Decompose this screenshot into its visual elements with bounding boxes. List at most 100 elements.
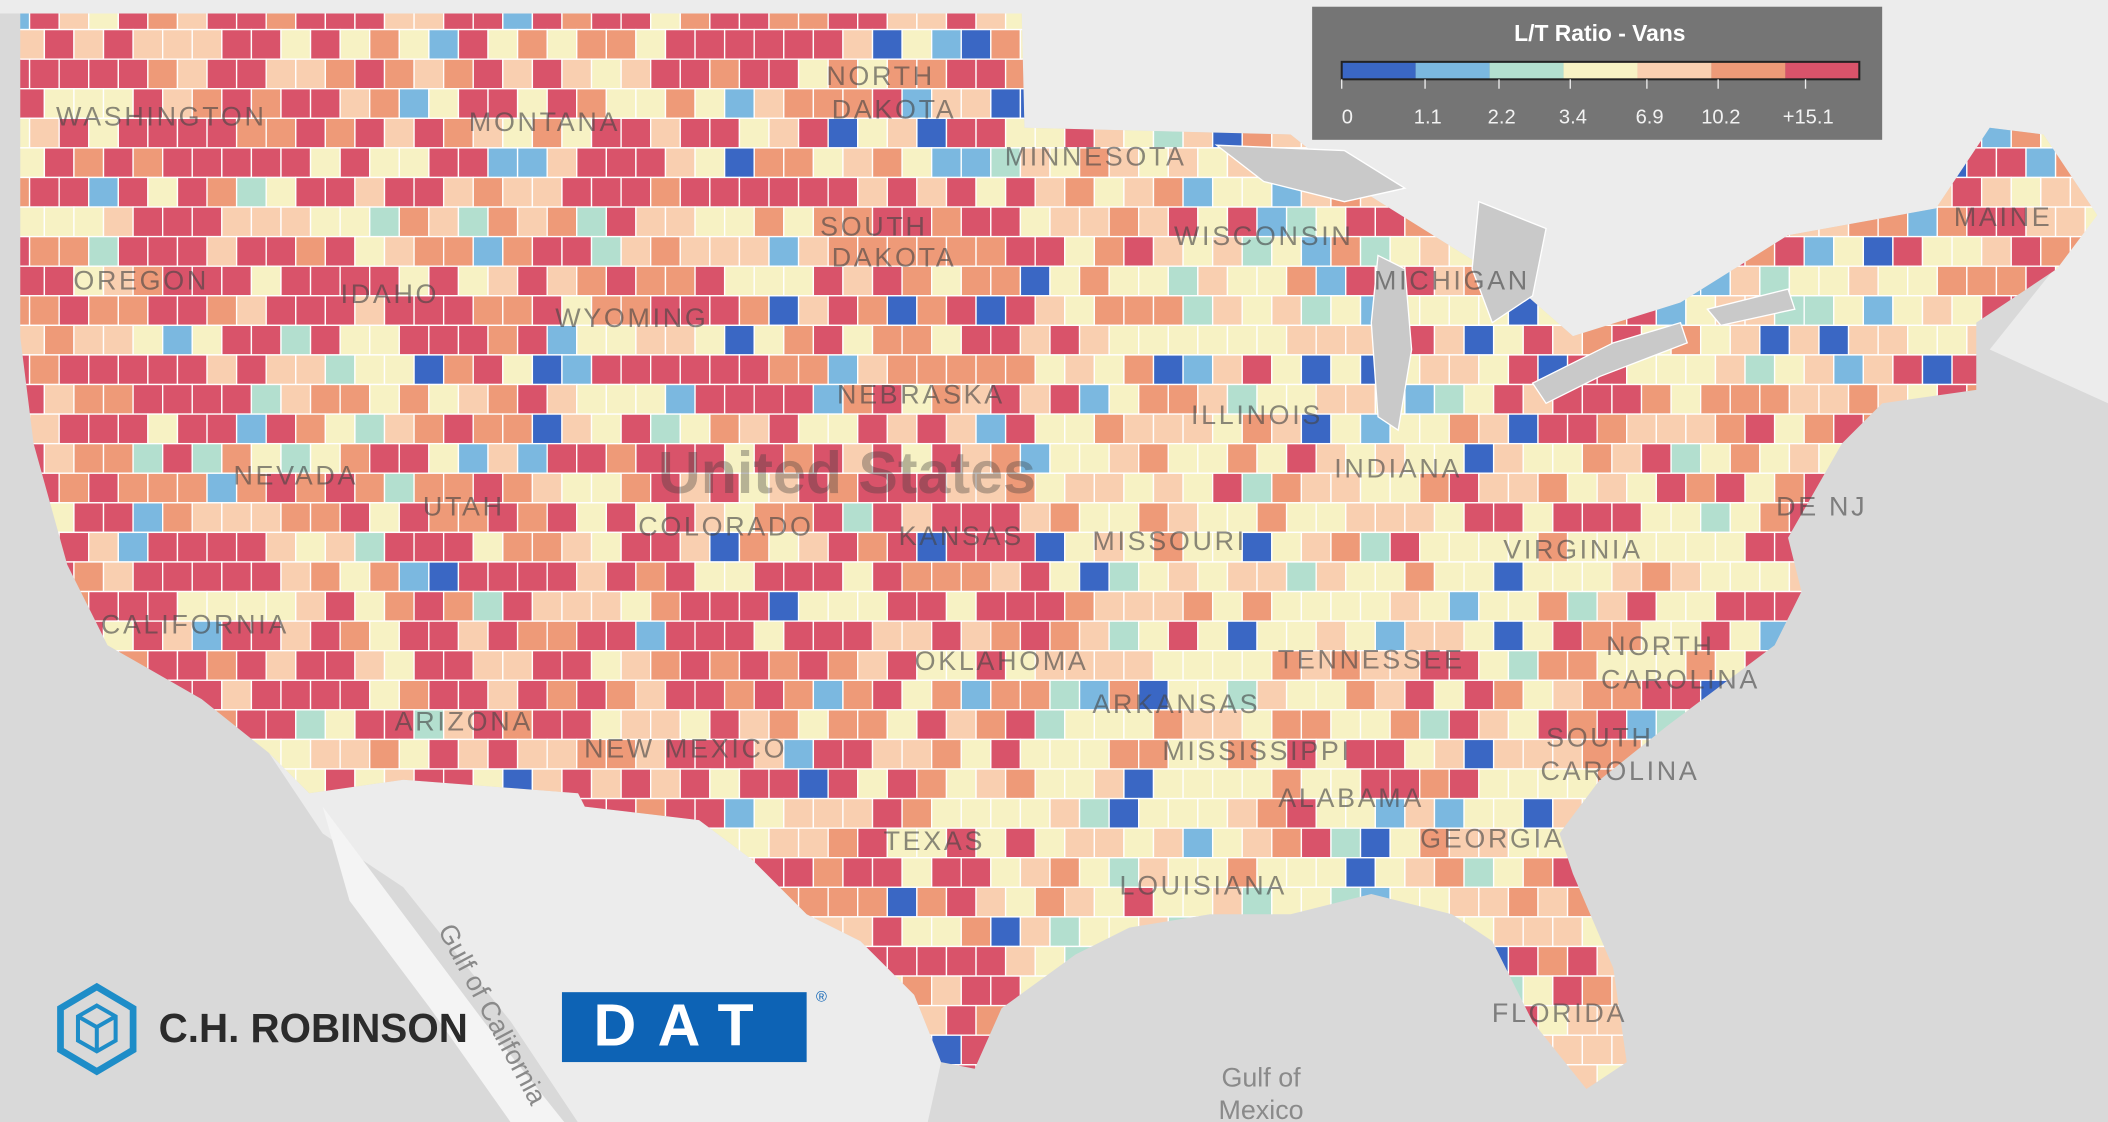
region	[1581, 679, 1613, 711]
region	[206, 295, 238, 327]
region	[723, 561, 755, 593]
region	[1818, 265, 1850, 297]
region	[576, 679, 607, 711]
region	[1596, 472, 1628, 504]
region	[265, 235, 297, 267]
region	[871, 147, 903, 179]
region	[102, 502, 134, 534]
region	[1507, 354, 1539, 386]
region	[487, 147, 519, 179]
region	[1034, 590, 1066, 622]
region	[576, 561, 607, 593]
region	[1019, 502, 1051, 534]
region	[797, 117, 829, 149]
region	[546, 324, 578, 356]
region	[413, 472, 445, 504]
region	[531, 650, 563, 681]
region	[1064, 295, 1096, 327]
region	[1478, 886, 1510, 918]
region	[487, 561, 519, 593]
region	[1004, 295, 1036, 327]
region	[1285, 206, 1317, 238]
region	[753, 88, 785, 119]
region	[1729, 265, 1761, 297]
region	[1655, 531, 1687, 563]
region	[354, 176, 386, 208]
region	[1049, 797, 1081, 829]
region	[1330, 354, 1362, 386]
region	[1167, 324, 1199, 356]
region	[117, 235, 149, 267]
region	[664, 28, 696, 60]
region	[221, 561, 253, 593]
region	[531, 354, 563, 386]
region	[960, 916, 992, 948]
region	[1078, 738, 1110, 770]
region	[1404, 679, 1436, 711]
region	[1374, 442, 1406, 474]
region	[1921, 295, 1953, 327]
region	[265, 650, 297, 681]
region	[369, 206, 400, 238]
region	[738, 235, 770, 267]
region	[280, 561, 312, 593]
region	[457, 442, 489, 474]
region	[1803, 235, 1835, 267]
region	[945, 413, 977, 445]
region	[797, 58, 829, 90]
region	[975, 176, 1007, 208]
region	[295, 58, 327, 90]
region	[1448, 531, 1480, 563]
region	[428, 620, 460, 652]
region	[354, 58, 386, 90]
region	[1034, 650, 1066, 681]
region	[1256, 561, 1288, 593]
region	[694, 679, 726, 711]
region	[43, 206, 75, 238]
region	[1019, 206, 1051, 238]
region	[1167, 265, 1199, 297]
region	[723, 147, 755, 179]
region	[1552, 620, 1584, 652]
region	[369, 383, 400, 415]
region	[1211, 827, 1243, 859]
region	[1699, 383, 1731, 415]
region	[857, 354, 888, 386]
region	[176, 650, 208, 681]
region	[1152, 472, 1184, 504]
region	[1123, 235, 1155, 267]
region	[738, 768, 770, 800]
region	[1921, 354, 1953, 386]
region	[176, 295, 208, 327]
region	[309, 383, 341, 415]
region	[1537, 1004, 1569, 1036]
region	[1463, 797, 1495, 829]
region	[605, 383, 637, 415]
region	[1285, 265, 1317, 297]
region	[413, 354, 445, 386]
region	[886, 176, 918, 208]
region	[1123, 354, 1155, 386]
region	[1241, 354, 1273, 386]
region	[88, 58, 119, 90]
region	[1064, 176, 1096, 208]
region	[472, 176, 504, 208]
region	[1019, 324, 1051, 356]
region	[650, 650, 681, 681]
state-label: ARIZONA	[395, 706, 533, 736]
region	[620, 295, 652, 327]
region	[1507, 709, 1539, 741]
region	[679, 590, 711, 622]
region	[1522, 561, 1554, 593]
region	[1759, 324, 1791, 356]
region	[398, 28, 430, 60]
region	[1847, 383, 1879, 415]
region	[723, 265, 755, 297]
region	[960, 324, 992, 356]
region	[516, 383, 548, 415]
region	[1492, 797, 1524, 829]
region	[945, 827, 977, 859]
state-label: MICHIGAN	[1374, 265, 1530, 295]
region	[398, 442, 430, 474]
region	[516, 679, 548, 711]
